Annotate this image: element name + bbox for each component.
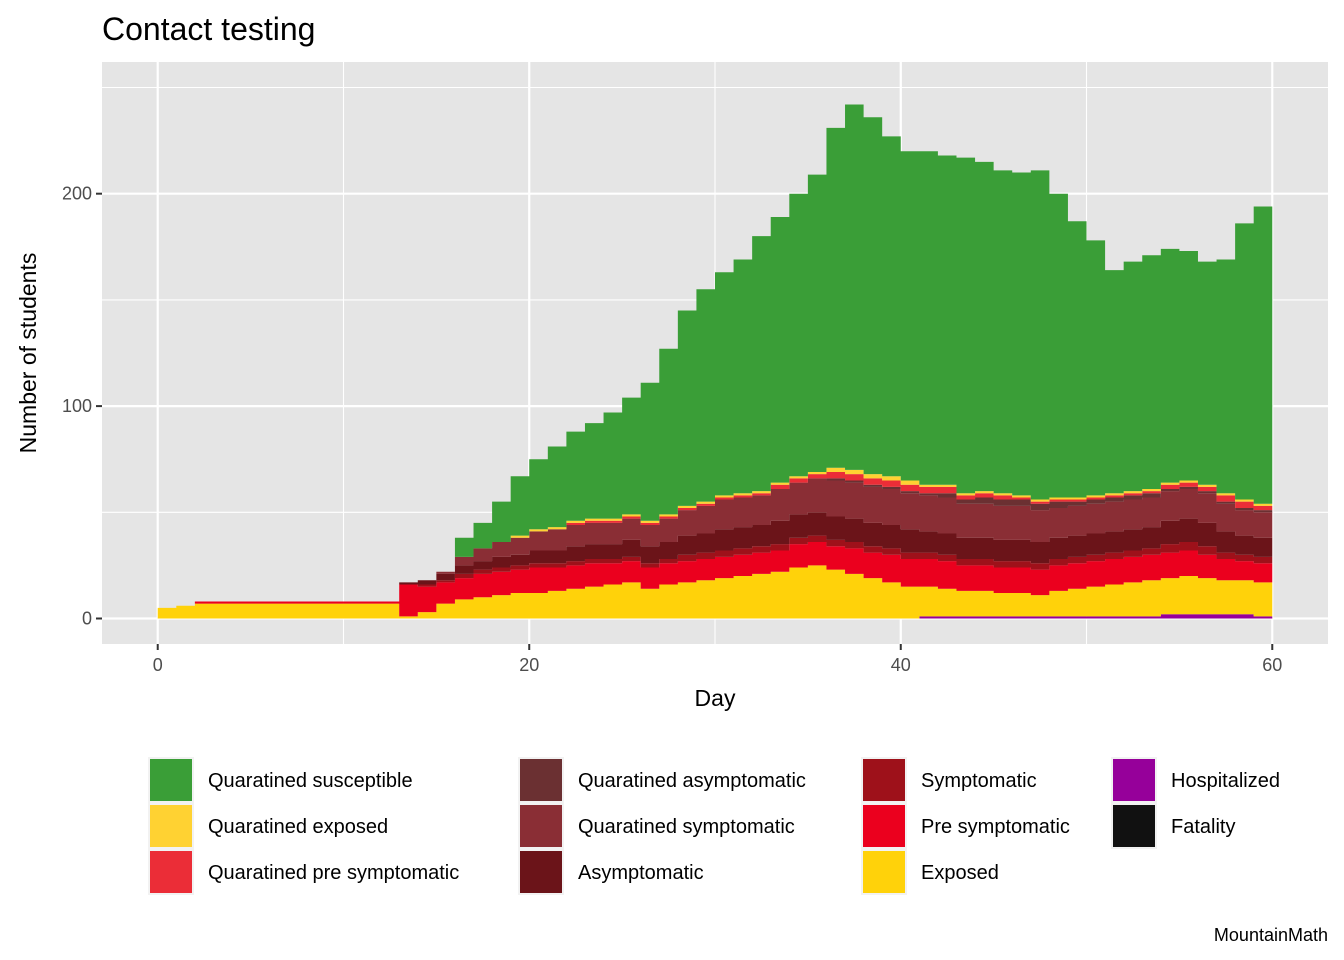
legend-item: Quaratined pre symptomatic [148,849,459,895]
x-axis-ticks: 0 20 40 60 [153,644,1282,675]
legend-swatch [863,805,905,847]
legend-swatch [863,759,905,801]
legend-swatch [1113,759,1155,801]
legend-label: Symptomatic [921,770,1037,792]
legend-label: Quaratined symptomatic [578,816,795,838]
area-quaratined-symptomatic [157,478,1273,608]
y-tick-label: 0 [82,609,92,629]
legend-item: Quaratined symptomatic [518,803,795,849]
legend-swatch [520,851,562,893]
chart-title: Contact testing [102,11,315,47]
x-axis-title: Day [695,685,736,711]
legend: Quaratined susceptible Quaratined exposed… [148,757,1280,895]
x-tick-label: 20 [519,655,539,675]
legend-item: Quaratined exposed [148,803,388,849]
caption: MountainMath [1214,925,1328,945]
legend-swatch [1113,805,1155,847]
legend-label: Exposed [921,862,999,884]
y-tick-label: 100 [62,396,92,416]
y-axis-title: Number of students [15,253,41,454]
legend-label: Quaratined pre symptomatic [208,862,459,884]
legend-item: Quaratined asymptomatic [518,757,806,803]
legend-label: Pre symptomatic [921,816,1070,838]
legend-item: Pre symptomatic [861,803,1070,849]
legend-label: Hospitalized [1171,770,1280,792]
legend-swatch [863,851,905,893]
area-asymptomatic [157,512,1273,608]
legend-label: Quaratined exposed [208,816,388,838]
area-hospitalized [157,614,1273,619]
x-tick-label: 60 [1262,655,1282,675]
legend-swatch [520,805,562,847]
y-axis-ticks: 0 100 200 [62,184,102,629]
legend-item: Symptomatic [861,757,1037,803]
y-tick-label: 200 [62,184,92,204]
legend-swatch [520,759,562,801]
area-pre-symptomatic [157,542,1273,617]
legend-item: Exposed [861,849,999,895]
legend-item: Quaratined susceptible [148,757,413,803]
x-tick-label: 40 [891,655,911,675]
legend-item: Fatality [1111,803,1235,849]
legend-label: Quaratined susceptible [208,770,413,792]
legend-swatch [150,805,192,847]
legend-swatch [150,851,192,893]
legend-swatch [150,759,192,801]
x-tick-label: 0 [153,655,163,675]
area-quaratined-susceptible [157,104,1273,608]
legend-label: Asymptomatic [578,862,704,884]
stacked-areas [157,104,1273,619]
legend-label: Quaratined asymptomatic [578,770,806,792]
legend-item: Hospitalized [1111,757,1280,803]
legend-item: Asymptomatic [518,849,704,895]
legend-label: Fatality [1171,816,1235,838]
